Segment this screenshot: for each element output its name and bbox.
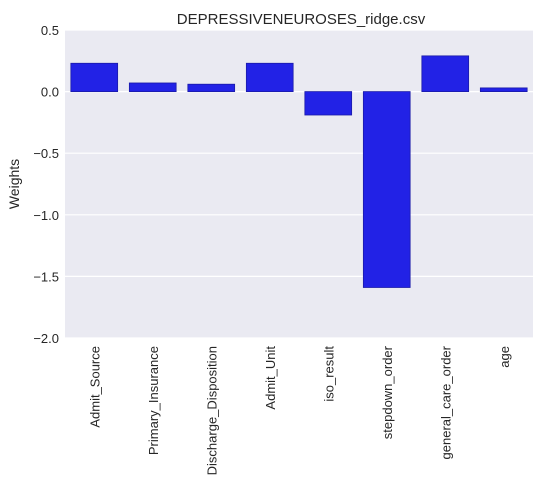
bar-admit-unit [245,62,294,93]
x-tick-label: general_care_order [438,345,453,459]
y-tick-label: −1.0 [33,208,59,223]
bar-admit-source [70,62,119,93]
y-tick-label: −0.5 [33,146,59,161]
bar-discharge-disposition [187,83,236,92]
y-tick-label: 0.0 [41,85,59,100]
x-axis-ticks: Admit_Source Primary_Insurance Discharge_D… [87,345,512,475]
y-axis-label: Weights [6,159,22,209]
y-tick-label: −2.0 [33,331,59,346]
y-axis-ticks: 0.5 0.0 −0.5 −1.0 −1.5 −2.0 [33,23,59,346]
bar-general-care-order [421,55,470,93]
x-tick-label: stepdown_order [380,345,395,439]
bar-age [479,87,528,92]
x-tick-label: age [497,346,512,368]
bar-stepdown-order [362,91,411,288]
bar-primary-insurance [128,82,177,92]
y-tick-label: −1.5 [33,269,59,284]
x-tick-label: Discharge_Disposition [204,346,219,475]
y-tick-label: 0.5 [41,23,59,38]
bar-iso-result [304,91,353,116]
bars [70,55,528,288]
x-tick-label: Primary_Insurance [146,346,161,455]
chart-title: DEPRESSIVENEUROSES_ridge.csv [177,11,426,28]
x-tick-label: iso_result [321,346,336,402]
x-tick-label: Admit_Source [87,346,102,428]
x-tick-label: Admit_Unit [263,346,278,410]
